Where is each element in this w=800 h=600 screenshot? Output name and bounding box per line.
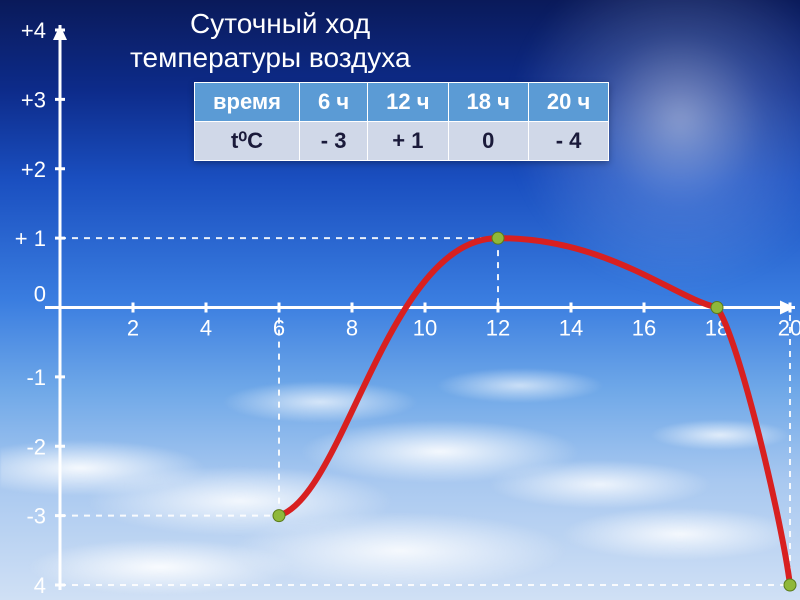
svg-text:4: 4 (200, 316, 212, 341)
svg-text:+ 1: + 1 (15, 226, 46, 251)
svg-text:-1: -1 (26, 365, 46, 390)
svg-text:4: 4 (34, 573, 46, 598)
svg-text:0: 0 (34, 282, 46, 307)
svg-text:12: 12 (486, 316, 510, 341)
svg-text:20: 20 (778, 316, 800, 341)
svg-text:-2: -2 (26, 434, 46, 459)
svg-text:16: 16 (632, 316, 656, 341)
chart-svg: 24681012141618204-3-2-10+ 1+2+3+4 (0, 0, 800, 600)
svg-text:8: 8 (346, 316, 358, 341)
svg-text:+4: +4 (21, 18, 46, 43)
svg-text:2: 2 (127, 316, 139, 341)
svg-text:10: 10 (413, 316, 437, 341)
svg-text:-3: -3 (26, 504, 46, 529)
svg-text:+2: +2 (21, 157, 46, 182)
svg-text:6: 6 (273, 316, 285, 341)
svg-text:14: 14 (559, 316, 583, 341)
svg-text:+3: +3 (21, 87, 46, 112)
